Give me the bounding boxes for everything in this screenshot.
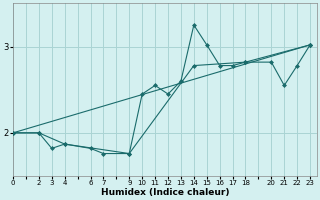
X-axis label: Humidex (Indice chaleur): Humidex (Indice chaleur) — [100, 188, 229, 197]
